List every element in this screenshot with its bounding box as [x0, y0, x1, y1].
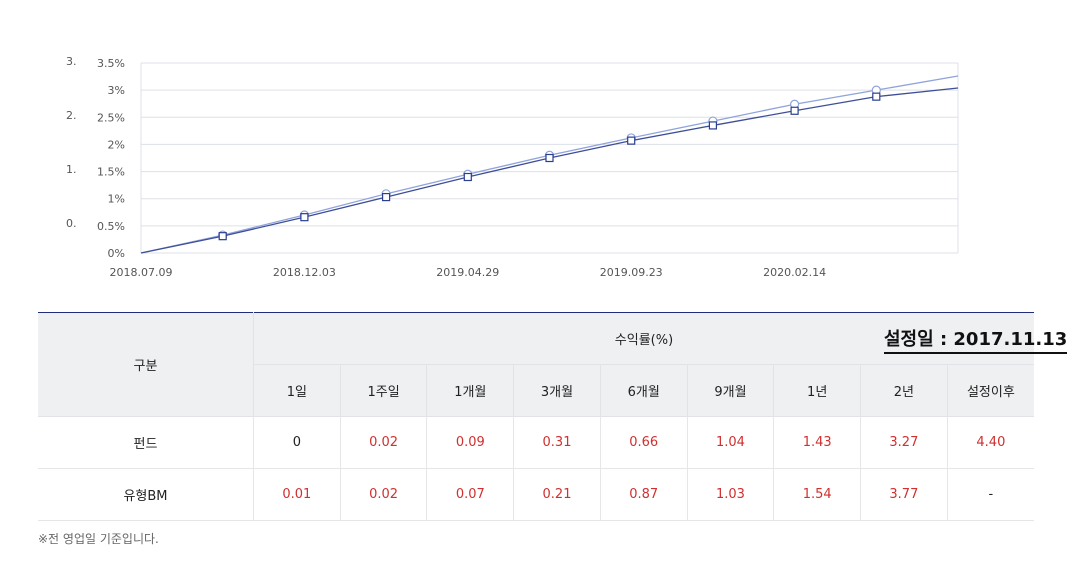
return-value: 1.04	[686, 416, 775, 469]
extra-axis-label: 3.	[66, 55, 77, 68]
data-point-square	[627, 136, 636, 145]
return-value: 0.87	[599, 468, 688, 521]
y-tick-label: 1.5%	[97, 166, 125, 179]
return-value: 1.54	[773, 468, 862, 521]
data-point-square	[382, 192, 391, 202]
data-point-square	[300, 213, 309, 222]
data-point-square	[463, 172, 472, 182]
return-value: 4.40	[946, 416, 1034, 469]
y-tick-label: 2%	[108, 138, 125, 151]
setup-date: 설정일 : 2017.11.13	[884, 325, 1068, 354]
data-point-square	[218, 232, 227, 241]
series-line-square	[140, 87, 959, 254]
period-header: 2년	[860, 364, 948, 417]
period-header: 1개월	[426, 364, 515, 417]
return-value: 0.31	[513, 416, 601, 469]
returns-table: 구분 수익률(%) 1일 1주일 1개월 3개월 6개월 9개월 1년 2년 설정이후 펀드 0 0…	[38, 312, 1034, 521]
return-value: 0	[253, 416, 341, 469]
y-tick-label: 3%	[108, 84, 125, 97]
return-value: 0.02	[339, 416, 428, 469]
y-tick-label: 0%	[108, 247, 125, 260]
row-label: 펀드	[38, 416, 254, 469]
table-row: 펀드 0 0.02 0.09 0.31 0.66 1.04 1.43 3.27 4.40	[38, 416, 1034, 469]
period-header: 1년	[773, 364, 862, 417]
footnote: ※전 영업일 기준입니다.	[38, 532, 159, 546]
table-row: 유형BM 0.01 0.02 0.07 0.21 0.87 1.03 1.54 3.77-	[38, 468, 1034, 521]
period-header: 1일	[253, 364, 341, 417]
data-point-square	[790, 106, 799, 115]
y-tick-label: 3.5%	[97, 57, 125, 70]
period-header: 1주일	[339, 364, 428, 417]
return-value: 3.27	[860, 416, 948, 469]
return-chart: 0% 0.5% 1% 1.5% 2% 2.5% 3% 3.5% 3. 2. 1. 0. 2018.07.…	[66, 55, 959, 279]
period-header: 9개월	[686, 364, 775, 417]
category-header: 구분	[38, 312, 254, 417]
x-tick-label: 2018.12.03	[273, 266, 336, 279]
x-tick-label: 2018.07.09	[110, 266, 173, 279]
period-header: 설정이후	[946, 364, 1034, 417]
extra-axis-label: 1.	[66, 163, 77, 176]
return-value: 3.77	[860, 468, 948, 521]
extra-axis-label: 2.	[66, 109, 77, 122]
y-tick-label: 2.5%	[97, 111, 125, 124]
return-value: 1.43	[773, 416, 862, 469]
y-tick-label: 1%	[108, 193, 125, 206]
return-value: 0.07	[426, 468, 515, 521]
return-value: 0.09	[426, 416, 515, 469]
x-tick-label: 2019.04.29	[436, 266, 499, 279]
return-value: 0.01	[253, 468, 341, 521]
x-tick-label: 2019.09.23	[600, 266, 663, 279]
data-point-square	[872, 92, 881, 101]
data-point-square	[708, 121, 718, 130]
return-rate-header: 수익률(%)	[253, 312, 1034, 365]
data-point-square	[545, 153, 554, 163]
return-value: 0.66	[599, 416, 688, 469]
x-tick-label: 2020.02.14	[763, 266, 826, 279]
period-header: 6개월	[599, 364, 688, 417]
period-header: 3개월	[513, 364, 601, 417]
return-value: 1.03	[686, 468, 775, 521]
y-tick-label: 0.5%	[97, 220, 125, 233]
row-label: 유형BM	[38, 468, 254, 521]
return-value: 0.21	[513, 468, 601, 521]
return-value: 0.02	[339, 468, 428, 521]
return-value: -	[946, 468, 1034, 521]
extra-axis-label: 0.	[66, 217, 77, 230]
